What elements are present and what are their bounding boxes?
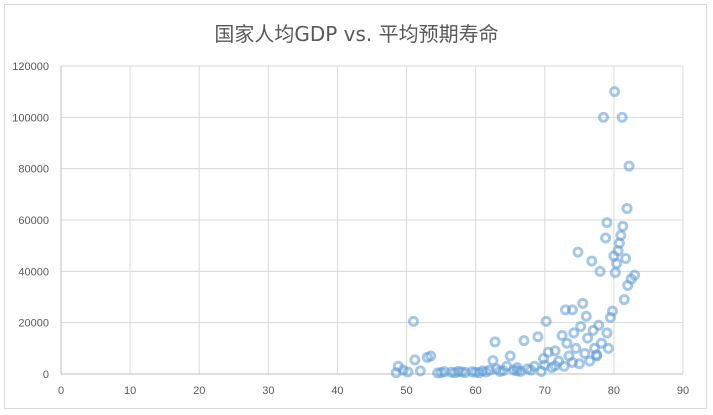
x-tick-label: 0 — [58, 385, 64, 397]
data-point — [621, 202, 633, 214]
data-point — [402, 366, 414, 378]
data-point — [598, 111, 610, 123]
data-point — [601, 327, 613, 339]
data-point — [629, 269, 641, 281]
y-tick-label: 80000 — [18, 164, 49, 176]
x-tick-label: 10 — [124, 385, 136, 397]
data-point — [615, 229, 627, 241]
x-tick-label: 20 — [193, 385, 205, 397]
data-point — [540, 315, 552, 327]
data-points — [390, 86, 641, 379]
data-point — [607, 305, 619, 317]
x-tick-label: 70 — [539, 385, 551, 397]
y-tick-label: 60000 — [18, 215, 49, 227]
data-point — [601, 217, 613, 229]
data-point — [549, 360, 561, 372]
data-point — [611, 258, 623, 270]
data-point — [473, 367, 485, 379]
data-point — [600, 232, 612, 244]
data-point — [572, 246, 584, 258]
data-point — [575, 321, 587, 333]
y-tick-label: 20000 — [18, 318, 49, 330]
data-point — [593, 319, 605, 331]
data-point — [407, 315, 419, 327]
data-point — [595, 337, 607, 349]
data-point — [528, 360, 540, 372]
data-point — [577, 297, 589, 309]
data-point — [549, 345, 561, 357]
data-point — [556, 330, 568, 341]
data-point — [617, 220, 629, 232]
data-point — [532, 331, 544, 343]
data-point — [602, 342, 614, 354]
data-point — [409, 354, 421, 366]
data-point — [609, 86, 621, 98]
x-tick-label: 40 — [331, 385, 343, 397]
y-tick-label: 0 — [43, 369, 49, 381]
data-point — [582, 332, 594, 344]
data-point — [570, 342, 582, 354]
data-point — [591, 349, 603, 361]
data-point — [425, 350, 437, 362]
y-tick-label: 100000 — [12, 112, 49, 124]
data-point — [511, 365, 523, 377]
data-point — [568, 327, 580, 339]
data-point — [586, 255, 598, 267]
data-point — [618, 294, 630, 306]
data-point — [579, 347, 591, 359]
data-point — [620, 253, 632, 264]
x-tick-label: 90 — [677, 385, 689, 397]
x-tick-label: 60 — [470, 385, 482, 397]
x-tick-label: 30 — [262, 385, 274, 397]
data-point — [566, 356, 578, 368]
data-point — [489, 336, 501, 348]
x-tick-label: 50 — [400, 385, 412, 397]
data-point — [566, 304, 578, 316]
gridlines — [61, 65, 684, 374]
data-point — [584, 355, 596, 367]
axes: 0 10 20 30 40 50 60 70 80 90 0 20000 40000 60000 80000… — [12, 61, 689, 397]
chart-title: 国家人均GDP vs. 平均预期寿命 — [214, 22, 499, 46]
data-point — [594, 265, 606, 277]
y-tick-label: 40000 — [18, 266, 49, 278]
x-tick-label: 80 — [608, 385, 620, 397]
data-point — [609, 267, 621, 279]
data-point — [518, 335, 530, 347]
data-point — [623, 160, 635, 172]
data-point — [558, 360, 570, 372]
data-point — [561, 337, 573, 349]
data-point — [616, 111, 628, 123]
data-point — [414, 365, 426, 377]
data-point — [580, 310, 592, 322]
data-point — [504, 350, 516, 362]
y-tick-label: 120000 — [12, 61, 49, 73]
